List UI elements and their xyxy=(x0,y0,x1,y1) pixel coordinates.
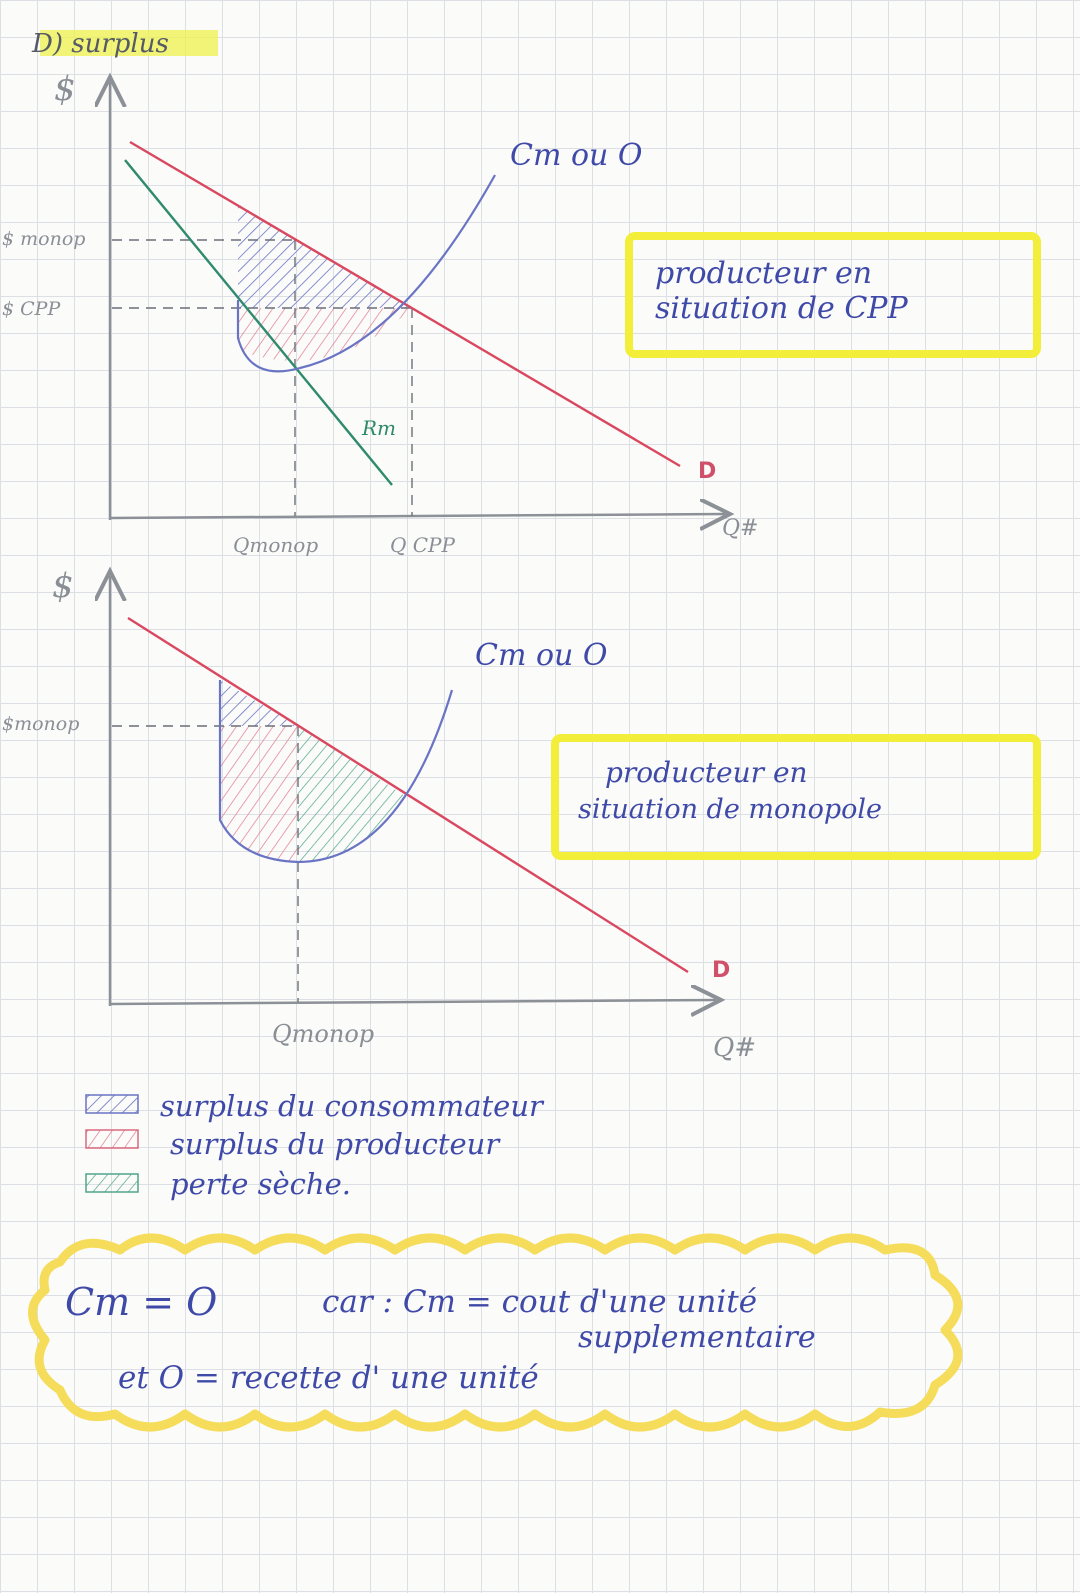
cloud-note: Cm = O car : Cm = cout d'une unité suppl… xyxy=(28,1233,963,1432)
top-quantity-monop-label: Qmonop xyxy=(233,533,318,557)
bottom-producer-surplus-area xyxy=(220,726,298,862)
top-note-line1: producteur en xyxy=(655,256,872,291)
legend-label-producer: surplus du producteur xyxy=(170,1127,501,1161)
bottom-quantity-monop-label: Qmonop xyxy=(272,1020,374,1048)
cloud-line2: supplementaire xyxy=(578,1320,816,1355)
bottom-y-axis-label: $ xyxy=(52,566,74,606)
top-note-line2: situation de CPP xyxy=(655,291,908,326)
top-marginal-revenue-curve xyxy=(124,159,393,486)
legend: surplus du consommateur surplus du produ… xyxy=(85,1089,545,1201)
bottom-note-line1: producteur en xyxy=(605,756,808,789)
top-supply-label: Cm ou O xyxy=(510,138,642,173)
bottom-marginal-cost-curve xyxy=(218,680,454,864)
bottom-note-box xyxy=(551,734,1041,860)
title-highlight xyxy=(40,30,218,56)
legend-swatch-producer xyxy=(85,1129,139,1149)
section-title: D) surplus xyxy=(31,29,169,59)
top-price-cpp-label: $ CPP xyxy=(2,298,61,320)
cloud-equation: Cm = O xyxy=(65,1280,217,1324)
bottom-graph: $ Q# $monop Qmonop Cm ou O D producteur … xyxy=(2,566,1041,1063)
top-producer-surplus-area xyxy=(238,308,412,361)
top-y-axis-label: $ xyxy=(54,69,76,109)
top-price-monop-label: $ monop xyxy=(2,228,85,250)
top-graph: $ Q# $ monop $ CPP Qmonop Q CPP Cm ou O … xyxy=(2,69,1041,557)
legend-swatch-consumer xyxy=(85,1094,139,1114)
bottom-x-axis xyxy=(109,1000,716,1004)
cloud-outline xyxy=(28,1233,963,1432)
cloud-line3: et O = recette d' une unité xyxy=(118,1360,539,1396)
bottom-price-monop-label: $monop xyxy=(2,713,79,735)
legend-swatch-deadweight xyxy=(85,1173,139,1193)
legend-label-consumer: surplus du consommateur xyxy=(160,1089,545,1123)
top-marginal-cost-curve xyxy=(236,174,496,373)
legend-label-deadweight: perte sèche. xyxy=(170,1167,351,1201)
bottom-demand-label: D xyxy=(712,958,730,983)
cloud-line1: car : Cm = cout d'une unité xyxy=(322,1284,757,1320)
top-x-axis-label: Q# xyxy=(722,516,758,541)
bottom-deadweight-loss-area xyxy=(298,726,405,862)
top-demand-curve xyxy=(129,140,681,468)
bottom-demand-curve xyxy=(127,616,689,974)
top-revenue-label: Rm xyxy=(361,416,396,440)
top-x-axis xyxy=(109,514,725,518)
top-quantity-cpp-label: Q CPP xyxy=(390,533,456,557)
bottom-note-line2: situation de monopole xyxy=(578,794,882,825)
bottom-supply-label: Cm ou O xyxy=(475,638,607,673)
top-note-box xyxy=(625,232,1041,358)
top-demand-label: D xyxy=(698,459,716,484)
bottom-x-axis-label: Q# xyxy=(713,1033,756,1063)
